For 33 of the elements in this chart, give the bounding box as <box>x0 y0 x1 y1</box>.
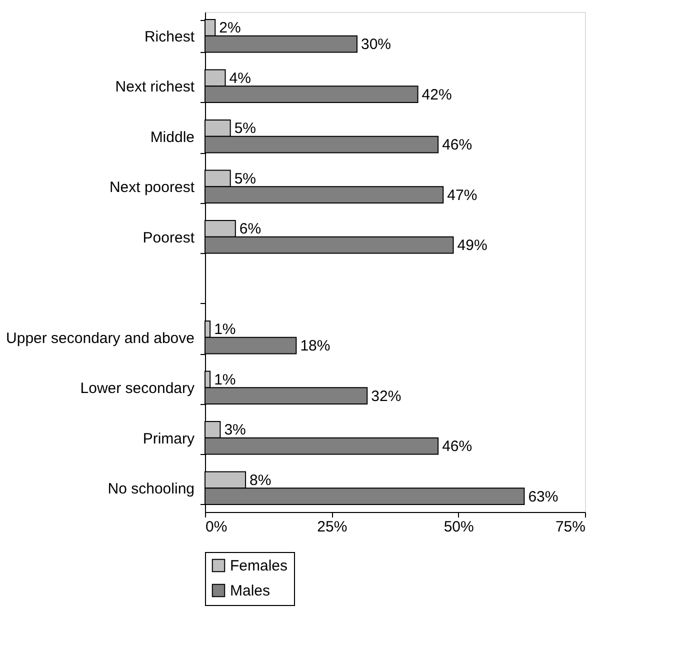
data-label: 5% <box>234 120 256 138</box>
y-tick-label: Next poorest <box>109 179 196 196</box>
data-label: 47% <box>447 186 478 204</box>
data-label: 49% <box>457 237 488 254</box>
x-tick-label: 50% <box>444 518 474 536</box>
legend-label: Females <box>230 558 288 574</box>
data-label: 32% <box>371 388 402 405</box>
data-label: 8% <box>250 472 272 489</box>
y-tick-label: Primary <box>142 430 195 448</box>
data-label: 2% <box>219 20 241 37</box>
data-label: 3% <box>224 422 246 439</box>
y-tick-label: Upper secondary and above <box>6 330 194 347</box>
data-label: 42% <box>422 86 452 104</box>
data-label: 1% <box>214 371 236 388</box>
data-label: 18% <box>300 338 330 355</box>
data-label: 6% <box>239 220 262 238</box>
y-tick-label: Middle <box>150 128 194 146</box>
x-tick-label: 25% <box>317 518 348 536</box>
data-label: 4% <box>229 70 251 87</box>
y-tick-label: Poorest <box>142 229 196 246</box>
legend-label: Males <box>230 582 270 600</box>
x-tick-label: 0% <box>206 518 228 536</box>
data-label: 46% <box>442 438 472 456</box>
data-label: 63% <box>528 488 558 506</box>
data-label: 5% <box>234 170 256 188</box>
data-label: 1% <box>214 321 236 338</box>
y-tick-label: Lower secondary <box>80 380 195 398</box>
y-tick-label: Next richest <box>115 78 196 96</box>
x-tick-label: 75% <box>555 518 586 536</box>
data-label: 30% <box>361 36 392 54</box>
y-tick-label: Richest <box>144 28 196 46</box>
y-tick-label: No schooling <box>108 480 194 498</box>
data-label: 46% <box>442 136 472 154</box>
